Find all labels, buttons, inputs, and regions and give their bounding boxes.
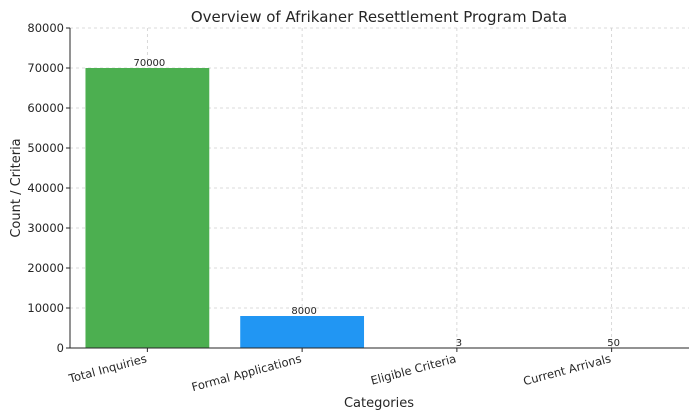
bar-value-label: 70000: [133, 58, 165, 69]
y-tick-label: 50000: [27, 141, 64, 155]
x-tick-label: Formal Applications: [190, 351, 303, 394]
y-tick-label: 0: [57, 341, 64, 355]
y-tick-label: 20000: [27, 261, 64, 275]
y-tick-label: 70000: [27, 61, 64, 75]
x-tick-label: Current Arrivals: [522, 351, 613, 388]
chart-title: Overview of Afrikaner Resettlement Progr…: [191, 8, 567, 26]
y-tick-label: 10000: [27, 301, 64, 315]
y-axis-label: Count / Criteria: [9, 138, 24, 237]
bar: [240, 316, 365, 348]
bar-value-label: 50: [607, 338, 620, 349]
y-tick-label: 80000: [27, 21, 64, 35]
y-tick-label: 30000: [27, 221, 64, 235]
x-tick-label: Total Inquiries: [66, 351, 148, 385]
data-labels: 70000 8000 3 50: [133, 58, 620, 349]
bar-value-label: 8000: [291, 306, 316, 317]
bar: [85, 68, 210, 348]
x-tick-label: Eligible Criteria: [369, 351, 458, 387]
bar-value-label: 3: [456, 338, 462, 349]
bars: [85, 68, 674, 348]
y-tick-label: 60000: [27, 101, 64, 115]
x-axis-label: Categories: [344, 396, 414, 411]
y-tick-label: 40000: [27, 181, 64, 195]
